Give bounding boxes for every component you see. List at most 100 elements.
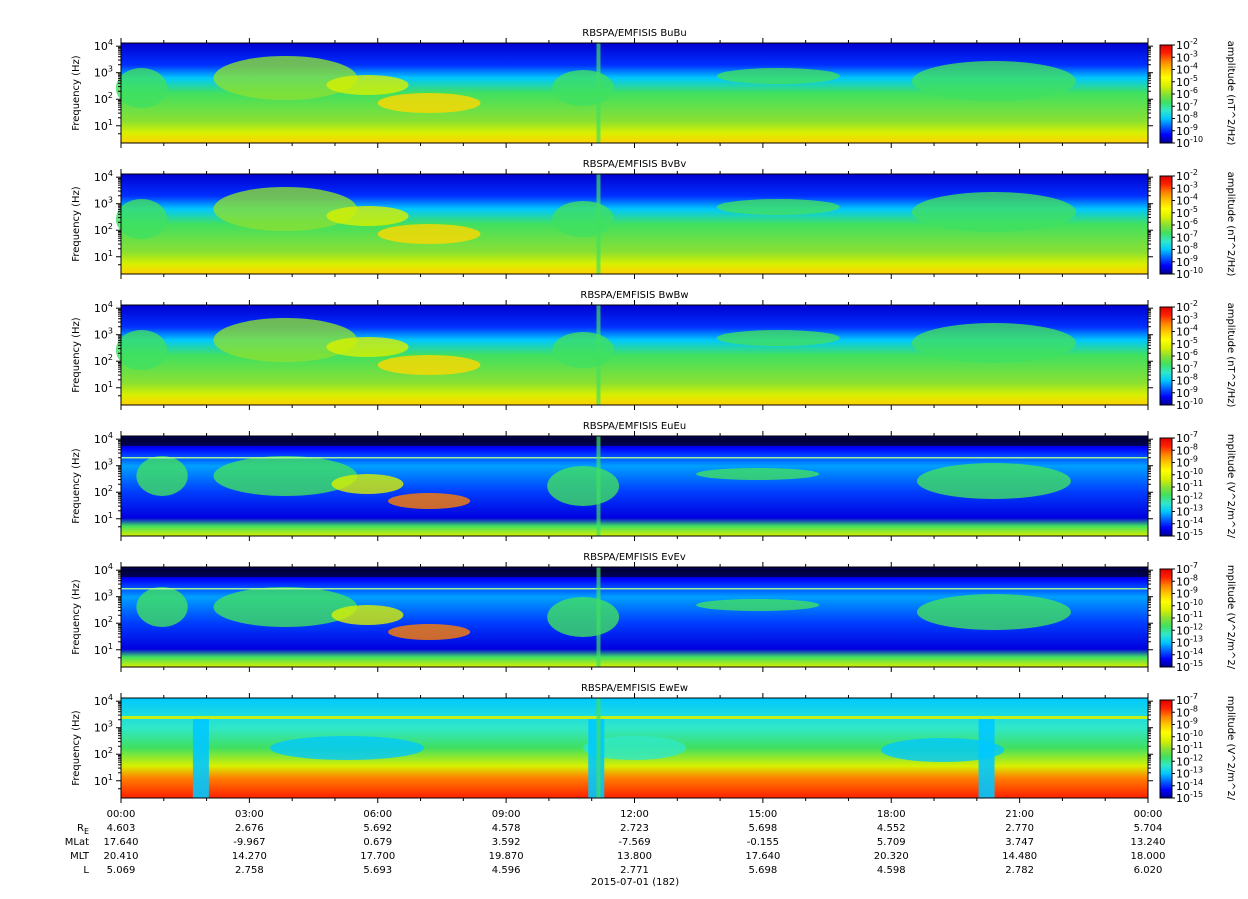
ephemeris-value: 5.693	[363, 865, 392, 876]
ephemeris-value: 13.800	[617, 851, 652, 862]
colorbar-tick-label: 10-12	[1176, 622, 1203, 637]
colorbar-label: amplitude (nT^2/Hz)	[1225, 41, 1236, 146]
spectrogram-features	[115, 174, 1077, 274]
ephemeris-value: 2.676	[235, 823, 264, 834]
panel-3: RBSPA/EMFISIS BwBw 101 102 103 104 Frequency …	[71, 290, 1236, 412]
ephemeris-value: 2.771	[620, 865, 649, 876]
colorbar-tick-label: 10-7	[1176, 360, 1198, 375]
ytick-label: 102	[94, 222, 113, 237]
colorbar-tick-label: 10-15	[1176, 528, 1203, 543]
ephemeris-value: 0.679	[363, 837, 392, 848]
colorbar-tick-label: 10-7	[1176, 692, 1198, 707]
colorbar-tick-label: 10-8	[1176, 704, 1198, 719]
colorbar-tick-label: 10-8	[1176, 442, 1198, 457]
panel-5: RBSPA/EMFISIS EvEv 101 102 103 104 Frequency …	[71, 552, 1236, 674]
time-tick-label: 00:00	[1134, 809, 1163, 820]
ephemeris-value: 20.320	[874, 851, 909, 862]
ephemeris-value: 6.020	[1134, 865, 1163, 876]
yaxis-label: Frequency (Hz)	[71, 186, 82, 262]
ephemeris-value: 5.698	[749, 865, 778, 876]
colorbar-tick-label: 10-11	[1176, 610, 1203, 625]
colorbar-tick-label: 10-10	[1176, 135, 1203, 150]
ephemeris-value: 3.592	[492, 837, 521, 848]
colorbar-label: mplitude (V^2/m^2/	[1225, 434, 1236, 539]
ytick-label: 101	[94, 511, 113, 526]
ephemeris-row-label: RE	[77, 823, 89, 836]
ytick-label: 102	[94, 746, 113, 761]
ephemeris-value: 5.069	[107, 865, 136, 876]
colorbar-label: mplitude (V^2/m^2/	[1225, 565, 1236, 670]
colorbar-tick-label: 10-6	[1176, 348, 1198, 363]
ephemeris-row-label: MLT	[70, 851, 90, 862]
colorbar-tick-label: 10-2	[1176, 168, 1198, 183]
ytick-label: 102	[94, 615, 113, 630]
yaxis-label: Frequency (Hz)	[71, 579, 82, 655]
ephemeris-value: 2.782	[1005, 865, 1034, 876]
ephemeris-value: 4.596	[492, 865, 521, 876]
colorbar-tick-label: 10-15	[1176, 790, 1203, 805]
ephemeris-value: -7.569	[618, 837, 650, 848]
ytick-label: 104	[94, 300, 113, 315]
colorbar-tick-label: 10-9	[1176, 586, 1198, 601]
ephemeris-row-label: MLat	[65, 837, 89, 848]
panel-2: RBSPA/EMFISIS BvBv 101 102 103 104 Frequency …	[71, 159, 1236, 281]
panel-title: RBSPA/EMFISIS EwEw	[581, 683, 688, 694]
colorbar-tick-label: 10-6	[1176, 217, 1198, 232]
ephemeris-value: -0.155	[747, 837, 779, 848]
time-tick-label: 21:00	[1005, 809, 1034, 820]
colorbar-tick-label: 10-14	[1176, 647, 1203, 662]
ephemeris-value: 4.598	[877, 865, 906, 876]
colorbar-tick-label: 10-8	[1176, 373, 1198, 388]
colorbar	[1159, 568, 1173, 668]
time-tick-label: 09:00	[492, 809, 521, 820]
colorbar-tick-label: 10-12	[1176, 753, 1203, 768]
ytick-label: 103	[94, 458, 113, 473]
colorbar	[1159, 306, 1173, 406]
ephemeris-value: -9.967	[233, 837, 265, 848]
panel-1: RBSPA/EMFISIS BuBu 101 102 103 104 Frequency …	[71, 28, 1236, 150]
ephemeris-value: 4.552	[877, 823, 906, 834]
ytick-label: 101	[94, 642, 113, 657]
ephemeris-value: 5.692	[363, 823, 392, 834]
colorbar-tick-label: 10-7	[1176, 561, 1198, 576]
colorbar-tick-label: 10-12	[1176, 491, 1203, 506]
ephemeris-value: 17.640	[745, 851, 780, 862]
colorbar-tick-label: 10-7	[1176, 98, 1198, 113]
colorbar-tick-label: 10-6	[1176, 86, 1198, 101]
ephemeris-value: 17.700	[360, 851, 395, 862]
ytick-label: 104	[94, 431, 113, 446]
ytick-label: 103	[94, 720, 113, 735]
colorbar-tick-label: 10-7	[1176, 430, 1198, 445]
colorbar-tick-label: 10-3	[1176, 180, 1198, 195]
colorbar-tick-label: 10-8	[1176, 242, 1198, 257]
ephemeris-value: 5.704	[1134, 823, 1163, 834]
colorbar-tick-label: 10-14	[1176, 516, 1203, 531]
ephemeris-value: 5.698	[749, 823, 778, 834]
time-tick-label: 06:00	[363, 809, 392, 820]
ytick-label: 101	[94, 118, 113, 133]
ephemeris-value: 18.000	[1131, 851, 1166, 862]
colorbar-tick-label: 10-9	[1176, 455, 1198, 470]
yaxis-label: Frequency (Hz)	[71, 710, 82, 786]
ytick-label: 102	[94, 91, 113, 106]
ytick-label: 103	[94, 589, 113, 604]
time-axis: 00:00 03:00 06:00 09:00 12:00 15:00 18:00 21:00…	[107, 809, 1163, 820]
colorbar-tick-label: 10-3	[1176, 311, 1198, 326]
colorbar-tick-label: 10-13	[1176, 504, 1203, 519]
colorbar-tick-label: 10-8	[1176, 111, 1198, 126]
yaxis-label: Frequency (Hz)	[71, 55, 82, 131]
ephemeris-table: RE 4.603 2.676 5.692 4.578 2.723 5.698 4.552 2.7…	[65, 823, 1166, 876]
colorbar	[1159, 175, 1173, 275]
colorbar-tick-label: 10-9	[1176, 717, 1198, 732]
colorbar-tick-label: 10-10	[1176, 397, 1203, 412]
colorbar-tick-label: 10-13	[1176, 766, 1203, 781]
spectrogram-features	[121, 436, 1148, 536]
colorbar-tick-label: 10-5	[1176, 74, 1198, 89]
colorbar-tick-label: 10-4	[1176, 62, 1198, 77]
colorbar-tick-label: 10-15	[1176, 659, 1203, 674]
panel-title: RBSPA/EMFISIS BvBv	[583, 159, 687, 170]
ephemeris-value: 2.758	[235, 865, 264, 876]
time-tick-label: 00:00	[107, 809, 136, 820]
colorbar-label: amplitude (nT^2/Hz)	[1225, 172, 1236, 277]
